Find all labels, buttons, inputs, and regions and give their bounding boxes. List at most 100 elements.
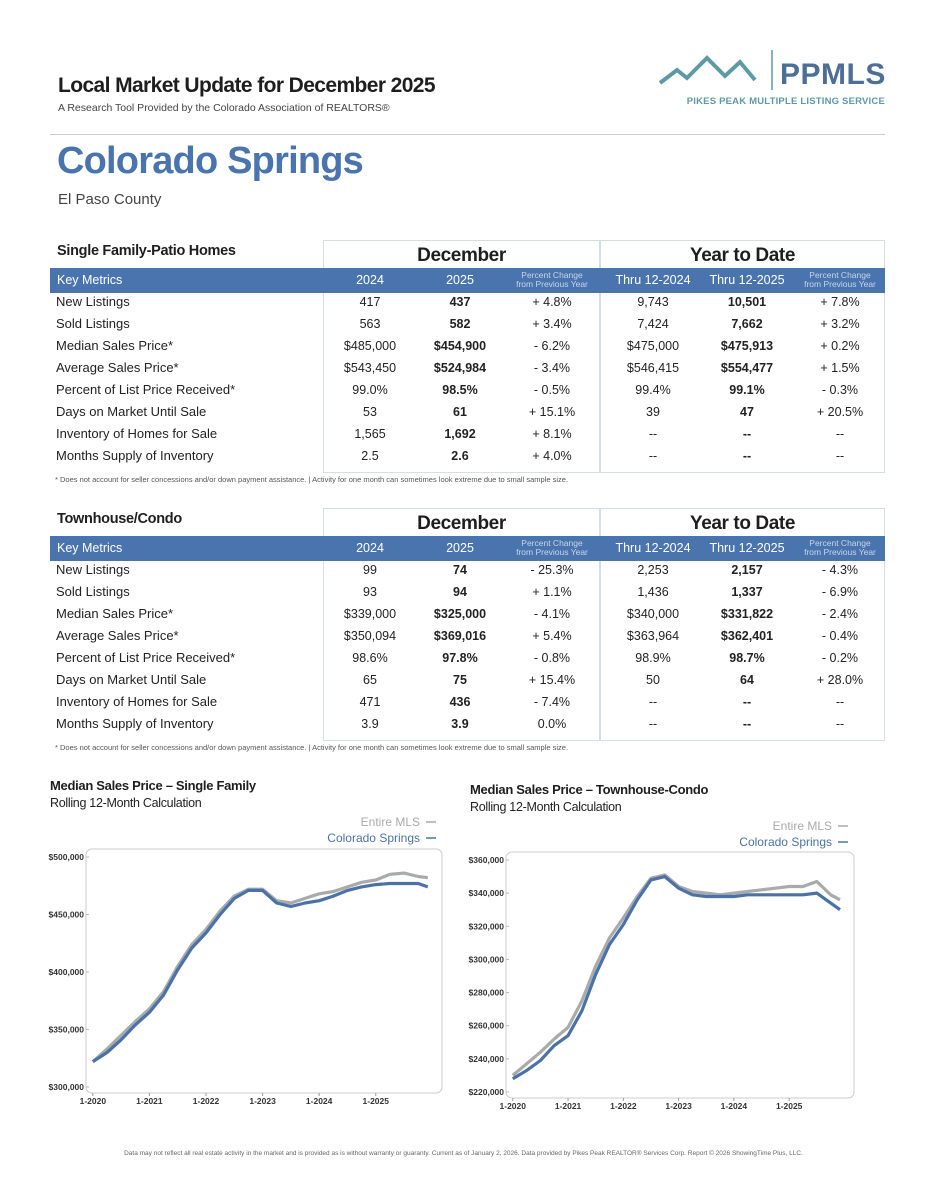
table-cell: -- — [648, 695, 658, 709]
y-tick-label: $320,000 — [469, 921, 505, 931]
table-cell: + 15.1% — [528, 405, 576, 419]
table-cell: 64 — [740, 673, 754, 687]
logo-name: PPMLS — [780, 58, 886, 91]
x-tick-label: 1-2023 — [665, 1101, 692, 1111]
plot-frame — [85, 848, 443, 1094]
table-cell: 98.7% — [729, 651, 765, 665]
y-tick-label: $260,000 — [469, 1021, 505, 1031]
table-cell: 65 — [363, 673, 377, 687]
table-cell: + 4.8% — [532, 295, 572, 309]
table-cell: - 0.5% — [533, 383, 571, 397]
column-header: Percent Change from Previous Year — [804, 270, 876, 289]
table-cell: 93 — [363, 585, 377, 599]
table-cell: 2.5 — [361, 449, 379, 463]
table-cell: $454,900 — [433, 339, 487, 353]
column-header: Percent Change from Previous Year — [804, 538, 876, 557]
column-header: Percent Change from Previous Year — [516, 538, 588, 557]
footnote: * Does not account for seller concession… — [55, 475, 569, 484]
series-line — [511, 873, 841, 1077]
table-cell: + 3.2% — [820, 317, 860, 331]
table-cell: 99.1% — [729, 383, 765, 397]
row-label: Sold Listings — [56, 316, 130, 331]
table-cell: + 20.5% — [816, 405, 864, 419]
table-cell: 563 — [359, 317, 381, 331]
panel-border — [600, 561, 885, 741]
table-cell: 1,337 — [731, 585, 763, 599]
panel-border — [323, 293, 600, 473]
footnote: * Does not account for seller concession… — [55, 743, 569, 752]
table-cell: 74 — [453, 563, 467, 577]
report-title: Local Market Update for December 2025 — [58, 74, 436, 97]
y-tick-label: $400,000 — [49, 967, 85, 977]
table-cell: + 1.5% — [820, 361, 860, 375]
group-header: December — [323, 240, 600, 268]
y-tick-label: $280,000 — [469, 988, 505, 998]
row-label: Months Supply of Inventory — [56, 716, 214, 731]
table-cell: $485,000 — [343, 339, 397, 353]
legend-label: Entire MLS — [361, 815, 420, 829]
y-tick-label: $360,000 — [469, 855, 505, 865]
x-tick-label: 1-2024 — [721, 1101, 748, 1111]
table-cell: - 4.1% — [533, 607, 571, 621]
county: El Paso County — [58, 191, 162, 208]
y-tick-label: $500,000 — [49, 852, 85, 862]
table-cell: + 28.0% — [816, 673, 864, 687]
column-header: Percent Change from Previous Year — [516, 270, 588, 289]
table-cell: -- — [648, 717, 658, 731]
table-cell: - 0.8% — [533, 651, 571, 665]
table-cell: 94 — [453, 585, 467, 599]
table-cell: + 4.0% — [532, 449, 572, 463]
table-cell: 2,157 — [731, 563, 763, 577]
table-cell: -- — [835, 717, 845, 731]
table-cell: 3.9 — [361, 717, 379, 731]
table-cell: 99.0% — [352, 383, 388, 397]
table-cell: 1,692 — [444, 427, 476, 441]
x-tick-label: 1-2025 — [776, 1101, 803, 1111]
table-cell: $524,984 — [433, 361, 487, 375]
table-cell: -- — [835, 695, 845, 709]
series-line — [91, 871, 428, 1063]
table-cell: -- — [648, 427, 658, 441]
table-cell: - 6.2% — [533, 339, 571, 353]
table-cell: 3.9 — [451, 717, 469, 731]
row-label: Percent of List Price Received* — [56, 382, 236, 397]
table-cell: - 0.2% — [821, 651, 859, 665]
header-row — [50, 536, 885, 561]
table-cell: 53 — [363, 405, 377, 419]
panel-border — [323, 561, 600, 741]
chart-subtitle: Rolling 12-Month Calculation — [470, 800, 622, 814]
x-tick-label: 1-2024 — [306, 1096, 333, 1106]
table-cell: - 0.3% — [821, 383, 859, 397]
table-cell: + 5.4% — [532, 629, 572, 643]
row-label: Inventory of Homes for Sale — [56, 426, 218, 441]
x-tick-label: 1-2022 — [193, 1096, 220, 1106]
row-label: Median Sales Price* — [56, 338, 174, 353]
row-label: Median Sales Price* — [56, 606, 174, 621]
table-cell: + 3.4% — [532, 317, 572, 331]
table-cell: 39 — [646, 405, 660, 419]
table-cell: + 15.4% — [528, 673, 576, 687]
column-header: 2025 — [446, 273, 474, 287]
table-cell: $350,094 — [343, 629, 397, 643]
table-cell: 1,436 — [637, 585, 669, 599]
table-cell: 2,253 — [637, 563, 669, 577]
table-cell: - 2.4% — [821, 607, 859, 621]
row-label: Months Supply of Inventory — [56, 448, 214, 463]
column-header: Thru 12-2025 — [709, 273, 785, 287]
column-header: 2024 — [356, 541, 384, 555]
chart-subtitle: Rolling 12-Month Calculation — [50, 796, 202, 810]
panel-border — [600, 293, 885, 473]
table-cell: 10,501 — [727, 295, 767, 309]
series-line — [511, 875, 841, 1081]
table-cell: $369,016 — [433, 629, 487, 643]
table-cell: 98.6% — [352, 651, 388, 665]
chart-title: Median Sales Price – Townhouse-Condo — [470, 782, 709, 797]
table-cell: 582 — [449, 317, 471, 331]
table-cell: $546,415 — [626, 361, 680, 375]
table-cell: - 4.3% — [821, 563, 859, 577]
column-header: 2024 — [356, 273, 384, 287]
row-label: New Listings — [56, 562, 130, 577]
table-cell: 436 — [449, 695, 471, 709]
table-cell: - 25.3% — [530, 563, 574, 577]
table-cell: + 8.1% — [532, 427, 572, 441]
